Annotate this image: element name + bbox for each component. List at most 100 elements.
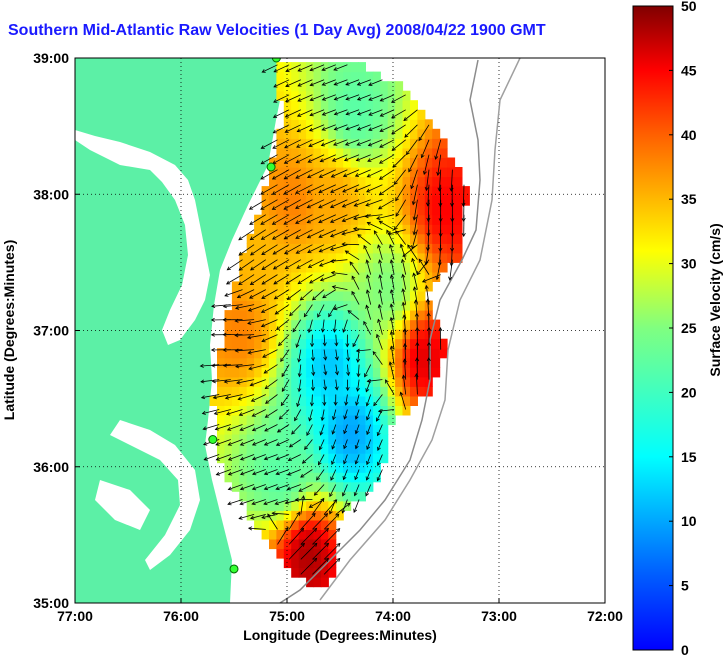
velocity-arrow [330,184,348,193]
velocity-cell [283,138,292,149]
velocity-cell [372,81,381,92]
velocity-cell [313,338,322,349]
velocity-cell [432,338,441,349]
arrow-head [376,431,381,437]
velocity-cell [395,357,404,368]
velocity-cell [402,271,411,282]
velocity-cell [402,100,411,111]
velocity-arrow [366,275,372,290]
velocity-cell [350,243,359,254]
arrow-head [226,426,232,431]
velocity-arrow [251,394,266,402]
velocity-arrow [394,214,407,230]
velocity-cell [276,500,285,511]
arrow-head [376,333,380,339]
velocity-arrow [329,499,337,515]
velocity-arrow [421,139,430,158]
velocity-cell [358,367,366,378]
velocity-cell [320,376,329,387]
velocity-cell [298,558,307,569]
velocity-cell [306,577,315,588]
velocity-cell [320,90,329,101]
arrow-head [303,313,308,318]
arrow-head [234,305,240,310]
velocity-arrow [330,214,348,223]
velocity-arrow [224,379,243,383]
arrow-head [377,318,381,323]
arrow-head [250,251,255,256]
velocity-cell [335,472,344,483]
velocity-cell [261,443,270,454]
velocity-arrow [280,349,290,362]
velocity-arrow [357,94,371,101]
velocity-arrow [377,454,383,466]
velocity-cell [387,224,396,235]
velocity-cell [306,491,315,502]
arrow-head [346,371,351,377]
velocity-arrow [342,214,360,222]
arrow-head [352,342,357,348]
arrow-head [377,205,383,210]
arrow-head [329,492,333,498]
velocity-cell [320,167,329,178]
velocity-arrow [312,289,325,301]
arrow-head [297,97,302,102]
velocity-cell [261,271,270,282]
velocity-arrow [332,409,337,420]
arrow-head [418,136,423,142]
velocity-cell [320,548,329,559]
velocity-cell [350,128,359,139]
arrow-head [310,387,315,392]
velocity-cell [417,262,426,273]
arrow-head [287,457,292,461]
arrow-head [285,98,290,103]
velocity-cell [291,376,300,387]
arrow-head [354,415,359,420]
velocity-cell [320,81,329,92]
velocity-cell [298,262,307,273]
arrow-head [393,180,398,185]
velocity-cell [417,252,426,263]
arrow-head [331,157,337,162]
velocity-cell [439,157,448,168]
velocity-cell [402,357,411,368]
velocity-cell [261,357,270,368]
velocity-arrow [211,304,231,307]
velocity-arrow [262,64,278,73]
arrow-head [356,142,361,146]
arrow-head [296,113,302,117]
arrow-head [379,97,384,102]
velocity-cell [395,205,404,216]
velocity-cell [454,176,463,187]
velocity-cell [417,233,426,244]
velocity-cell [410,386,418,397]
velocity-arrow [354,184,371,192]
velocity-cell [350,434,359,445]
velocity-arrow [334,79,348,86]
velocity-cell [350,376,359,387]
velocity-cell [306,300,315,311]
velocity-cell [306,558,315,569]
velocity-arrow [335,334,337,346]
velocity-arrow [335,364,338,375]
arrow-head [238,412,243,416]
velocity-cell [320,157,329,168]
velocity-cell [231,472,240,483]
velocity-cell [365,338,374,349]
velocity-cell [283,472,292,483]
velocity-cell [417,214,426,225]
velocity-cell [261,348,270,359]
velocity-arrow [379,124,395,132]
velocity-cell [328,71,337,82]
velocity-cell [350,367,359,378]
arrow-head [318,248,323,253]
arrow-head [309,67,314,72]
velocity-cell [447,252,456,263]
velocity-cell [335,262,344,273]
velocity-cell [432,357,441,368]
velocity-arrow [366,259,372,275]
velocity-cell [320,62,329,73]
velocity-cell [350,195,359,206]
velocity-cell [365,186,374,197]
